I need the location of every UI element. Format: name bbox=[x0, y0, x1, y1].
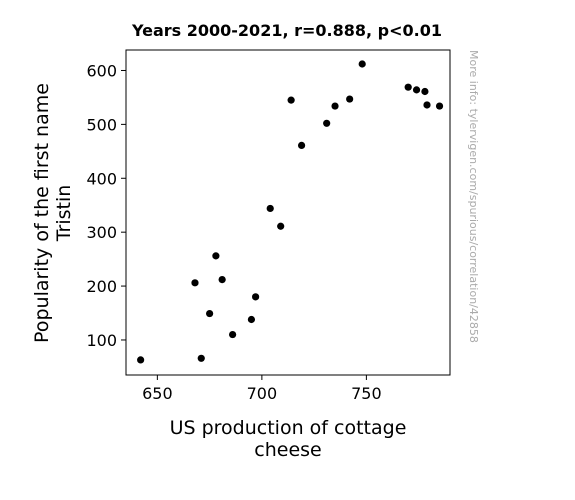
y-axis-ticks: 100 200 300 400 500 600 bbox=[86, 61, 126, 350]
source-note: More info: tylervigen.com/spurious/corre… bbox=[467, 50, 480, 343]
y-tick-label: 600 bbox=[86, 61, 117, 80]
y-tick-label: 300 bbox=[86, 223, 117, 242]
data-point bbox=[247, 315, 256, 324]
data-point bbox=[229, 330, 237, 339]
data-point bbox=[137, 356, 145, 364]
data-point bbox=[423, 101, 431, 109]
chart-title: Years 2000-2021, r=0.888, p<0.01 bbox=[131, 21, 442, 40]
x-tick-label: 750 bbox=[351, 384, 382, 403]
data-point bbox=[435, 102, 444, 110]
y-tick-label: 400 bbox=[86, 169, 117, 188]
source-note-text: More info: tylervigen.com/spurious/corre… bbox=[467, 50, 480, 343]
data-point bbox=[421, 87, 429, 96]
data-point bbox=[412, 86, 421, 94]
data-point bbox=[252, 293, 260, 301]
data-point bbox=[266, 204, 274, 213]
data-point bbox=[212, 252, 220, 260]
y-tick-label: 500 bbox=[86, 115, 117, 134]
data-point bbox=[358, 60, 366, 68]
data-point bbox=[206, 309, 214, 318]
plot-frame bbox=[125, 49, 451, 376]
x-axis-title-line-1: US production of cottage bbox=[170, 417, 407, 439]
y-axis-title-line-2: Tristin bbox=[53, 185, 75, 243]
x-tick-label: 650 bbox=[142, 384, 173, 403]
y-tick-label: 200 bbox=[86, 277, 117, 296]
data-point bbox=[277, 222, 285, 230]
data-point bbox=[346, 95, 354, 103]
x-axis-ticks: 650 700 750 bbox=[142, 375, 382, 403]
data-points bbox=[137, 60, 444, 364]
data-point bbox=[218, 276, 226, 284]
data-point bbox=[287, 96, 295, 104]
x-tick-label: 700 bbox=[247, 384, 278, 403]
y-axis-title: Popularity of the first name Tristin bbox=[31, 83, 75, 343]
data-point bbox=[191, 279, 199, 287]
y-tick-label: 100 bbox=[86, 331, 117, 350]
x-axis-title-line-2: cheese bbox=[254, 439, 321, 461]
plot-area: 650 700 750 100 200 300 400 500 600 bbox=[86, 49, 451, 403]
data-point bbox=[404, 83, 412, 91]
data-point bbox=[197, 354, 205, 362]
data-point bbox=[323, 119, 331, 127]
data-point bbox=[297, 141, 306, 149]
data-point bbox=[331, 102, 339, 110]
y-axis-title-line-1: Popularity of the first name bbox=[31, 83, 53, 343]
